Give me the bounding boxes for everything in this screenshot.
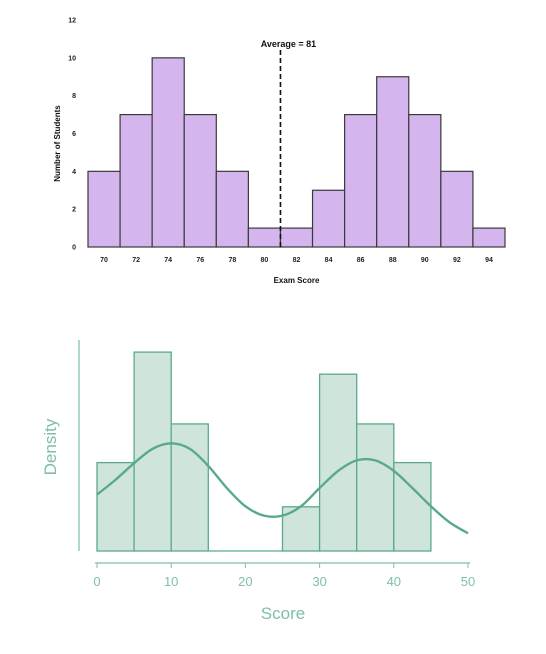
bar [472,227,506,248]
x-tick-label: 84 [325,257,333,264]
y-axis-label: Number of Students [53,105,62,182]
x-tick-label: 88 [389,257,397,264]
bar [279,227,314,248]
y-tick-label: 12 [68,18,76,25]
bar [356,423,395,552]
x-tick-label: 40 [387,574,401,589]
x-tick-label: 10 [164,574,178,589]
x-tick-label: 20 [238,574,252,589]
bar [119,113,153,248]
bar [183,113,217,248]
x-tick-label: 72 [132,257,140,264]
y-tick-label: 6 [72,131,76,138]
x-tick-label: 50 [461,574,475,589]
x-tick-label: 92 [453,257,461,264]
x-tick-label: 80 [261,257,269,264]
x-tick-label: 76 [196,257,204,264]
x-axis-label: Score [261,604,305,623]
y-tick-label: 10 [68,55,76,62]
x-tick-label: 94 [485,257,493,264]
average-annotation: Average = 81 [261,39,316,49]
y-axis-label: Density [41,418,60,475]
bar [96,461,135,552]
x-axis-label: Exam Score [274,276,320,285]
bar [344,113,378,248]
kde-curve [96,442,469,535]
y-tick-label: 4 [72,169,76,176]
bar [87,170,121,248]
density-histogram-scores: 0 10 20 30 40 50 Score Density [41,340,475,623]
y-tick-label: 8 [72,93,76,100]
bar [170,423,209,552]
bar [440,170,474,248]
x-tick-label: 82 [293,257,301,264]
histogram-exam-scores: 70 72 74 76 78 80 82 84 86 88 90 92 94 0 2 4 6 8 10 12 Aver… [53,18,506,285]
bar [247,227,282,248]
x-tick-label: 30 [312,574,326,589]
x-tick-label: 70 [100,257,108,264]
y-tick-label: 2 [72,207,76,214]
x-tick-label: 78 [228,257,236,264]
bar [408,113,442,248]
x-tick-label: 90 [421,257,429,264]
y-tick-label: 0 [72,245,76,252]
bar [376,76,410,248]
x-tick-label: 86 [357,257,365,264]
bar [151,57,185,248]
bar [311,189,346,248]
x-tick-label: 0 [93,574,100,589]
bar [133,351,172,552]
x-tick-label: 74 [164,257,172,264]
bar [215,170,249,248]
